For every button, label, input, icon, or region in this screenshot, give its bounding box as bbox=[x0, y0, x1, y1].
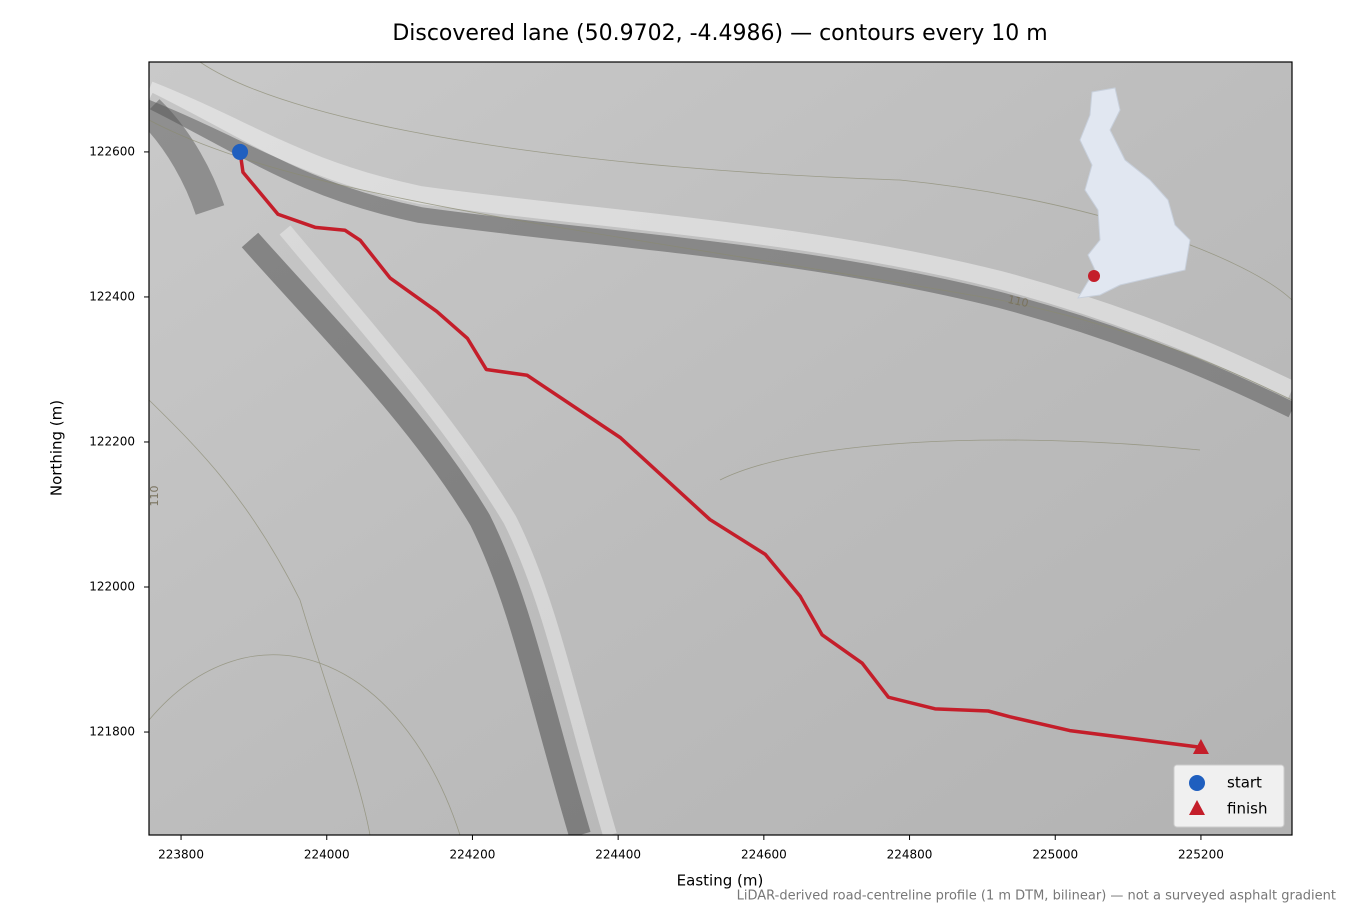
x-tick-label: 224400 bbox=[595, 848, 641, 862]
legend-label: finish bbox=[1227, 800, 1267, 818]
x-axis-label: Easting (m) bbox=[677, 872, 764, 890]
x-tick-label: 225200 bbox=[1178, 848, 1224, 862]
x-tick-label: 223800 bbox=[158, 848, 204, 862]
x-tick-label: 224000 bbox=[304, 848, 350, 862]
inset-map bbox=[1077, 87, 1191, 299]
y-tick-label: 122600 bbox=[89, 144, 135, 158]
contour-label: 110 bbox=[1006, 293, 1029, 310]
y-tick-label: 121800 bbox=[89, 725, 135, 739]
y-axis-label: Northing (m) bbox=[48, 400, 66, 496]
contour-label: 110 bbox=[148, 486, 161, 507]
chart-title: Discovered lane (50.9702, -4.4986) — con… bbox=[392, 21, 1047, 46]
plot-frame bbox=[148, 61, 1293, 836]
legend-swatch bbox=[1189, 800, 1205, 815]
x-tick-label: 224600 bbox=[741, 848, 787, 862]
x-tick-label: 225000 bbox=[1032, 848, 1078, 862]
y-tick-label: 122000 bbox=[89, 580, 135, 594]
finish-marker bbox=[1192, 738, 1209, 754]
y-tick-label: 122200 bbox=[89, 434, 135, 448]
x-tick-label: 224200 bbox=[450, 848, 496, 862]
y-tick-label: 122400 bbox=[89, 289, 135, 303]
uk-outline bbox=[1077, 87, 1191, 299]
legend-swatch bbox=[1189, 775, 1205, 791]
location-dot bbox=[1088, 270, 1100, 282]
start-marker bbox=[232, 143, 249, 160]
legend-label: start bbox=[1227, 774, 1262, 792]
footnote: LiDAR-derived road-centreline profile (1… bbox=[737, 889, 1336, 904]
route-line bbox=[238, 151, 1201, 749]
x-tick-label: 224800 bbox=[887, 848, 933, 862]
